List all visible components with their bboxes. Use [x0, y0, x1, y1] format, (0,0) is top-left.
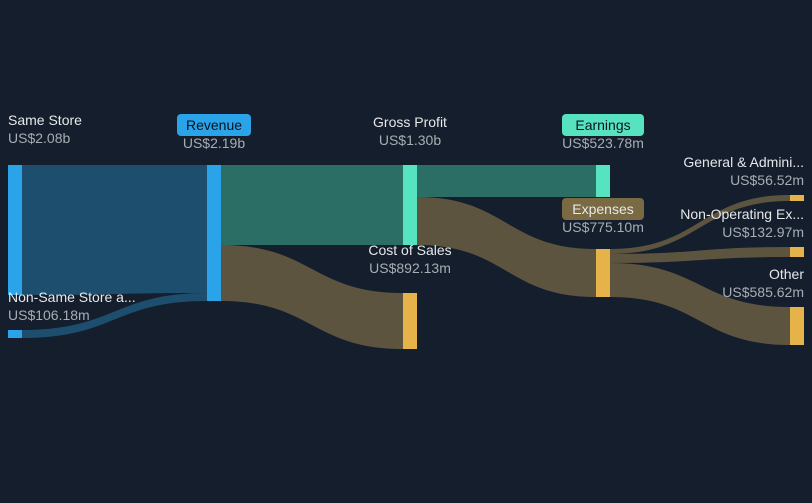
label-expenses: Expenses: [572, 201, 633, 217]
node-gross_profit: [403, 165, 417, 245]
link-expenses-other: [610, 263, 790, 345]
value-nonop: US$132.97m: [722, 224, 804, 240]
label-cost_of_sales: Cost of Sales: [368, 242, 451, 258]
node-revenue: [207, 165, 221, 301]
value-non_same: US$106.18m: [8, 307, 90, 323]
node-cost_of_sales: [403, 293, 417, 349]
value-other: US$585.62m: [722, 284, 804, 300]
label-gross_profit: Gross Profit: [373, 114, 447, 130]
label-earnings: Earnings: [575, 117, 630, 133]
value-same_store: US$2.08b: [8, 130, 70, 146]
label-non_same: Non-Same Store a...: [8, 289, 136, 305]
value-gross_profit: US$1.30b: [379, 132, 441, 148]
value-ga: US$56.52m: [730, 172, 804, 188]
link-revenue-gross_profit: [221, 165, 403, 245]
label-same_store: Same Store: [8, 112, 82, 128]
label-ga: General & Admini...: [683, 154, 804, 170]
link-gross_profit-earnings: [417, 165, 596, 197]
sankey-chart: Same Store US$2.08b Non-Same Store a... US$…: [0, 0, 812, 503]
label-other: Other: [769, 266, 804, 282]
node-ga: [790, 195, 804, 201]
label-revenue: Revenue: [186, 117, 242, 133]
node-expenses: [596, 249, 610, 297]
node-other: [790, 307, 804, 345]
label-nonop: Non-Operating Ex...: [680, 206, 804, 222]
node-same_store: [8, 165, 22, 295]
value-revenue: US$2.19b: [183, 135, 245, 151]
value-earnings: US$523.78m: [562, 135, 644, 151]
link-same_store-revenue: [22, 165, 207, 295]
node-nonop: [790, 247, 804, 257]
value-cost_of_sales: US$892.13m: [369, 260, 451, 276]
node-earnings: [596, 165, 610, 197]
value-expenses: US$775.10m: [562, 219, 644, 235]
node-non_same: [8, 330, 22, 338]
